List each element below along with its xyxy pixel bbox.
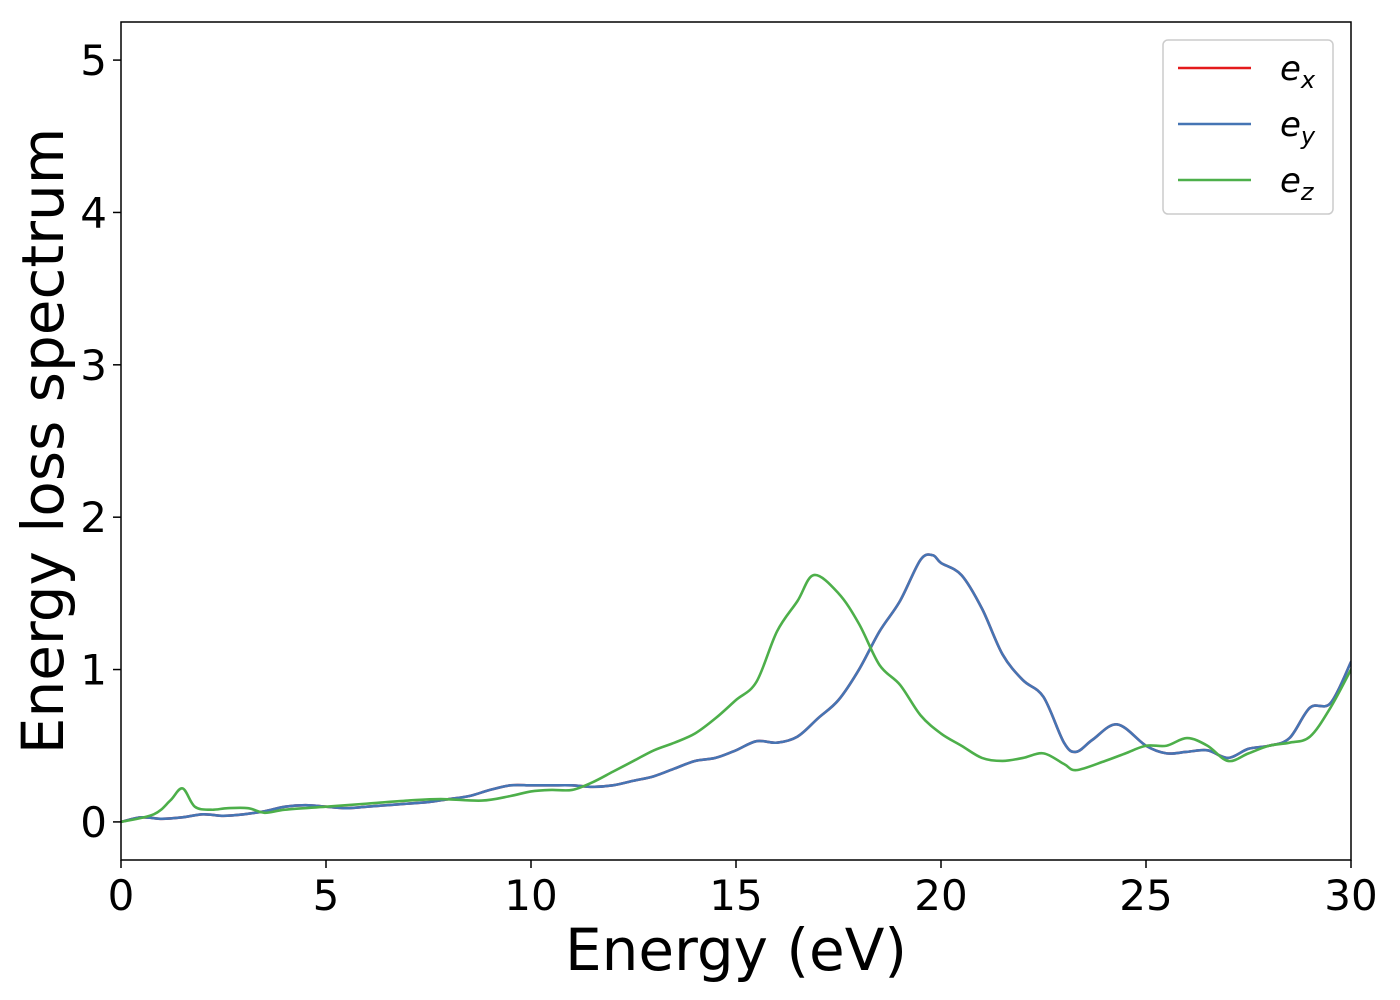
y-tick-label: 5	[80, 36, 107, 85]
y-tick-label: 2	[80, 493, 107, 542]
x-tick-label: 5	[313, 871, 340, 920]
y-tick-label: 1	[80, 646, 107, 695]
x-tick-label: 10	[504, 871, 557, 920]
y-tick-label: 3	[80, 341, 107, 390]
x-tick-label: 30	[1324, 871, 1377, 920]
x-tick-label: 15	[709, 871, 762, 920]
legend-label-z: ez	[1280, 161, 1315, 206]
legend-box	[1162, 39, 1334, 215]
y-axis-label: Energy loss spectrum	[9, 128, 77, 754]
x-axis-label: Energy (eV)	[565, 916, 907, 984]
plot-lines	[121, 553, 1351, 824]
y-axis-ticks: 0 1 2 3 4 5	[80, 36, 121, 847]
x-tick-label: 0	[108, 871, 135, 920]
y-tick-label: 4	[80, 188, 107, 237]
series-line-x	[121, 553, 1351, 824]
x-tick-label: 25	[1119, 871, 1172, 920]
x-tick-label: 20	[914, 871, 967, 920]
series-line-y	[121, 553, 1351, 824]
y-tick-label: 0	[80, 798, 107, 847]
x-axis-ticks: 0 5 10 15 20 25 30	[108, 860, 1378, 920]
series-line-z	[121, 573, 1351, 824]
